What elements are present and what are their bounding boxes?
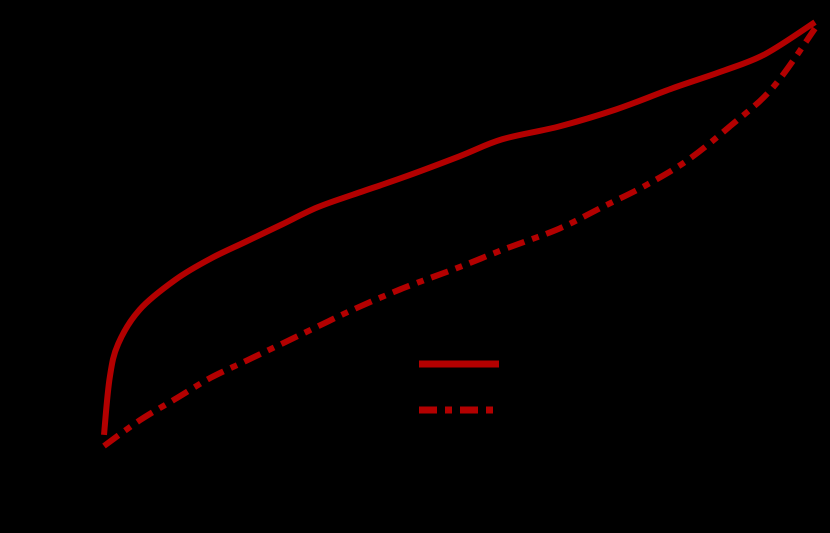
plot-area (101, 19, 818, 449)
legend (419, 360, 499, 414)
series-line-solid (101, 19, 817, 436)
series-line-dashdot (102, 26, 818, 449)
